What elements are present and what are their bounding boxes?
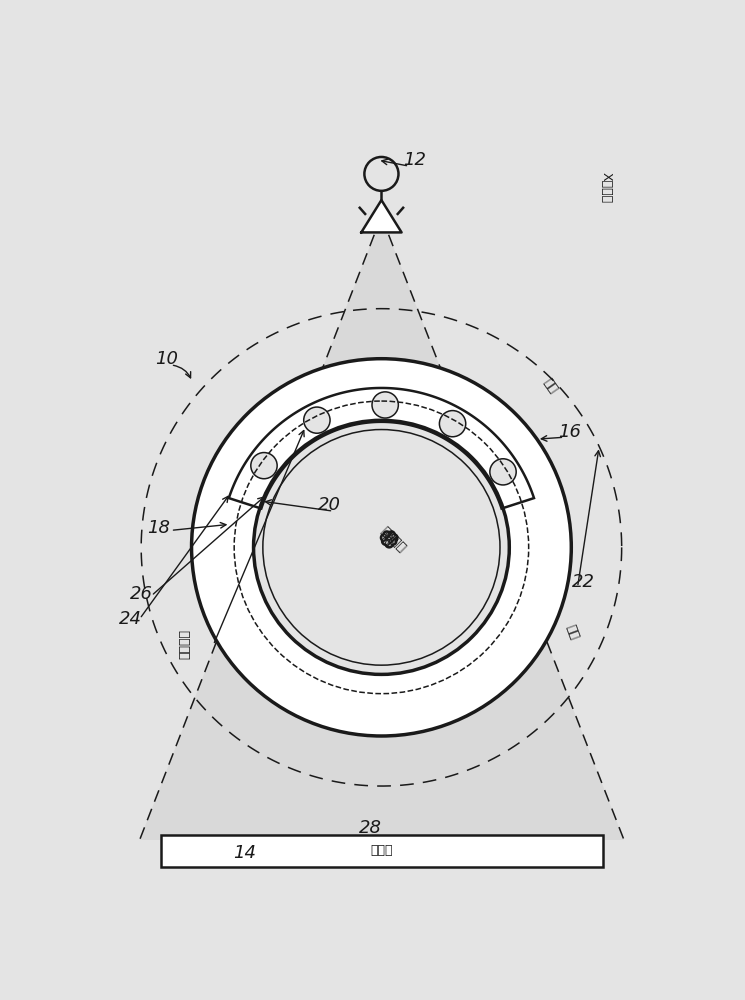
Circle shape [384,531,390,538]
Circle shape [391,534,397,541]
Text: 26: 26 [130,585,153,603]
Text: 视场: 视场 [563,623,581,641]
Text: 28: 28 [359,819,382,837]
Text: 解剖结构: 解剖结构 [378,524,408,555]
Circle shape [490,459,516,485]
Text: X射线源: X射线源 [600,172,612,203]
Circle shape [440,411,466,437]
Polygon shape [229,388,534,509]
Text: 机架: 机架 [541,376,560,396]
Circle shape [385,540,393,547]
Text: 探测器: 探测器 [370,844,393,857]
Circle shape [381,534,387,541]
Circle shape [253,420,510,674]
Circle shape [304,407,330,433]
Text: 22: 22 [571,573,595,591]
Circle shape [382,538,389,545]
Text: 14: 14 [232,844,256,862]
Circle shape [251,453,277,479]
Circle shape [372,392,399,418]
Text: 校准体模: 校准体模 [178,629,191,659]
Text: 12: 12 [403,151,426,169]
Text: 20: 20 [318,496,341,514]
Text: 24: 24 [118,610,142,628]
Circle shape [191,359,571,736]
Bar [162,835,603,867]
Polygon shape [361,200,402,232]
Polygon shape [139,216,624,840]
Text: 18: 18 [148,519,171,537]
Text: 10: 10 [155,350,178,368]
Circle shape [390,538,396,545]
Text: 16: 16 [558,423,581,441]
Circle shape [386,532,393,540]
Circle shape [388,531,395,538]
